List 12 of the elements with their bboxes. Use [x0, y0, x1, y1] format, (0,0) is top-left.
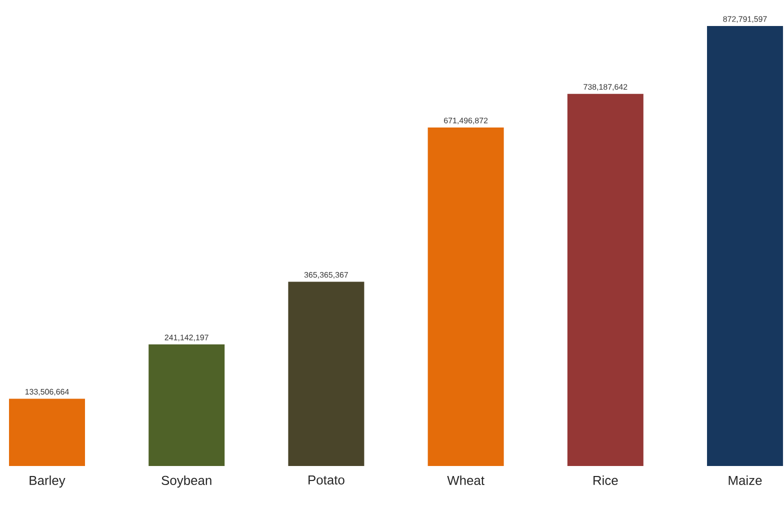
bar: [148, 344, 225, 466]
bar: [567, 94, 644, 466]
bar: [707, 26, 784, 466]
bar: [9, 398, 85, 466]
bar: [428, 127, 504, 466]
x-tick-label: Rice: [594, 476, 618, 486]
x-tick-label: Barley: [30, 476, 66, 488]
x-tick-label: Maize: [728, 476, 762, 486]
x-tick-label: Soybean: [162, 476, 212, 488]
x-tick-label: Potato: [308, 476, 344, 485]
x-tick-label: Wheat: [447, 476, 484, 486]
bar: [288, 282, 364, 466]
